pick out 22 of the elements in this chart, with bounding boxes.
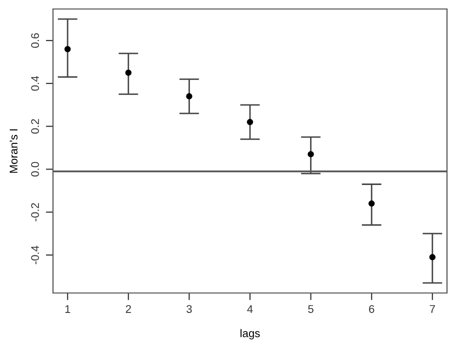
y-tick-label: 0.2	[31, 119, 39, 134]
y-tick-label: -0.2	[31, 203, 39, 222]
x-tick-label: 4	[247, 305, 253, 313]
x-tick-label: 2	[126, 305, 131, 313]
x-tick-label: 6	[369, 305, 374, 313]
y-tick-label: 0.4	[31, 76, 39, 91]
y-tick-label: 0.0	[31, 162, 39, 177]
x-axis-title: lags	[240, 329, 260, 340]
point	[308, 151, 314, 158]
x-tick-label: 7	[430, 305, 435, 313]
x-tick-label: 5	[308, 305, 314, 313]
point	[368, 200, 375, 207]
y-tick-label: -0.4	[31, 246, 39, 264]
y-axis-title: Moran's I	[10, 129, 18, 173]
x-tick-label: 1	[65, 305, 70, 313]
y-tick-label: 0.6	[31, 33, 39, 48]
point	[246, 118, 254, 126]
point	[429, 254, 436, 260]
point	[125, 70, 132, 76]
point	[64, 46, 71, 52]
point	[186, 93, 192, 100]
x-tick-label: 3	[186, 305, 192, 313]
